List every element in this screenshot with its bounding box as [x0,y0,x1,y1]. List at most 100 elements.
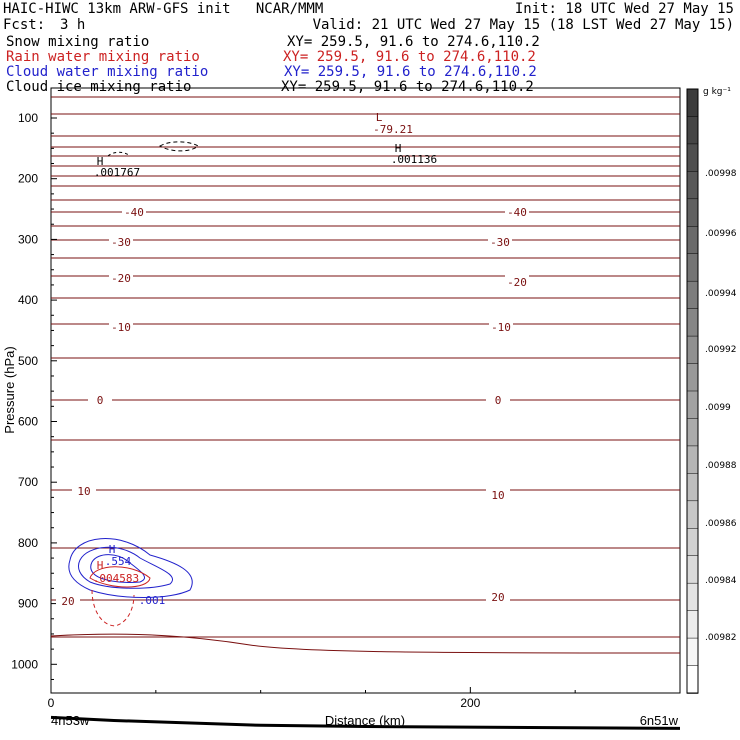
temp-contour-label: 0 [495,394,502,407]
colorbar-label: .00992 [705,345,737,355]
fcst-label: Fcst: [3,17,46,33]
temp-label-bg [505,205,529,217]
temp-label-bg [109,271,133,283]
x-end-label: 6n51w [640,713,679,728]
temp-label-bg [505,275,529,287]
x-tick-label-0: 0 [48,696,55,710]
colorbar-segment [686,500,699,530]
colorbar-segment [686,637,699,667]
extremum-value: .001767 [94,166,140,179]
y-tick-label-800: 800 [18,536,38,550]
colorbar-segment [686,171,699,200]
temp-contour-label: -30 [490,236,510,249]
temp-contour-label: 10 [491,489,504,502]
temp-label-bg [88,393,112,405]
field-name-cloud-ice: Cloud ice mixing ratio [6,79,192,95]
field-xy-cloud-ice: XY= 259.5, 91.6 to 274.6,110.2 [281,79,534,95]
cloud-water-contour-mid [77,546,173,589]
colorbar-segment [686,143,699,173]
temp-contour-label: -20 [111,272,131,285]
temp-label-bg [486,590,510,602]
colorbar-segment [686,116,699,145]
field-name-rain: Rain water mixing ratio [6,49,200,65]
rain-water-contour-dashed [91,589,135,627]
temp-contour-label: -30 [111,236,131,249]
temp-label-bg [486,393,510,405]
colorbar-segment [686,582,699,612]
valid-time: Valid: 21 UTC Wed 27 May 15 (18 LST Wed … [312,17,734,33]
field-name-snow: Snow mixing ratio [6,34,150,50]
colorbar-label: .0099 [705,403,731,413]
y-tick-label-700: 700 [18,475,38,489]
temp-contour-label: 0 [97,394,104,407]
colorbar-frame [686,88,699,694]
isotherm-line-lower [50,633,681,654]
colorbar-label: .00998 [705,169,737,179]
colorbar-label: .00988 [705,461,737,471]
init-time: Init: 18 UTC Wed 27 May 15 [514,1,734,17]
y-tick-label-1000: 1000 [11,657,38,671]
temp-label-bg [56,594,80,606]
x-start-label: 4n53w [51,713,90,728]
field-xy-snow: XY= 259.5, 91.6 to 274.6,110.2 [287,34,540,50]
colorbar-segment [686,226,699,255]
temp-label-bg [122,205,146,217]
cloud-ice-contour [159,141,199,152]
colorbar-segment [686,555,699,584]
field-xy-cloud-water: XY= 259.5, 91.6 to 274.6,110.2 [284,64,537,80]
extremum-marker-L: L [376,111,383,124]
colorbar-unit: g kg⁻¹ [703,87,731,97]
temp-contour-label: -40 [124,206,144,219]
temp-label-bg [72,484,96,496]
x-tick-label-200: 200 [460,696,480,710]
temp-contour-label: 20 [491,591,504,604]
y-axis-title: Pressure (hPa) [2,346,17,433]
y-tick-label-300: 300 [18,232,38,246]
extremum-value: -79.21 [373,123,413,136]
temp-label-bg [489,320,513,332]
extremum-marker-H: H [97,559,104,572]
temp-contour-label: -20 [507,276,527,289]
temp-contour-label: -10 [111,321,131,334]
temp-label-bg [486,488,510,500]
colorbar-label: .00994 [705,289,737,299]
extremum-value: .004583 [93,572,139,585]
colorbar-segment [686,253,699,282]
extremum-marker-H: H [109,543,116,556]
colorbar-segment [686,473,699,502]
temp-contour-label: 20 [61,595,74,608]
temp-label-bg [488,235,512,247]
colorbar-segment [686,88,699,118]
rain-water-contour [89,566,151,588]
colorbar-segment [686,308,699,337]
colorbar-label: .00996 [705,229,737,239]
temp-contour-label: 10 [77,485,90,498]
temp-label-bg [109,320,133,332]
temp-label-bg [109,235,133,247]
colorbar-label: .00982 [705,633,737,643]
cloud-ice-contour-small [107,151,131,157]
temp-contour-label: -10 [491,321,511,334]
temp-contour-label: -40 [507,206,527,219]
colorbar-segment [686,665,699,694]
y-tick-label-900: 900 [18,597,38,611]
cloud-water-contour-outer [68,538,193,598]
colorbar-segment [686,198,699,228]
plot-title: HAIC-HIWC 13km ARW-GFS init NCAR/MMM [3,1,324,17]
colorbar-segment [686,363,699,392]
field-xy-rain: XY= 259.5, 91.6 to 274.6,110.2 [283,49,536,65]
y-tick-label-600: 600 [18,415,38,429]
colorbar-label: .00986 [705,519,737,529]
y-tick-label-100: 100 [18,111,38,125]
extremum-value: .001136 [391,153,437,166]
extremum-value: .554 [105,555,132,568]
colorbar-label: .00984 [705,576,737,586]
field-name-cloud-water: Cloud water mixing ratio [6,64,209,80]
colorbar-segment [686,418,699,447]
colorbar-segment [686,335,699,365]
y-tick-label-500: 500 [18,354,38,368]
colorbar-segment [686,445,699,475]
colorbar-segment [686,528,699,557]
x-axis-title: Distance (km) [325,713,405,728]
